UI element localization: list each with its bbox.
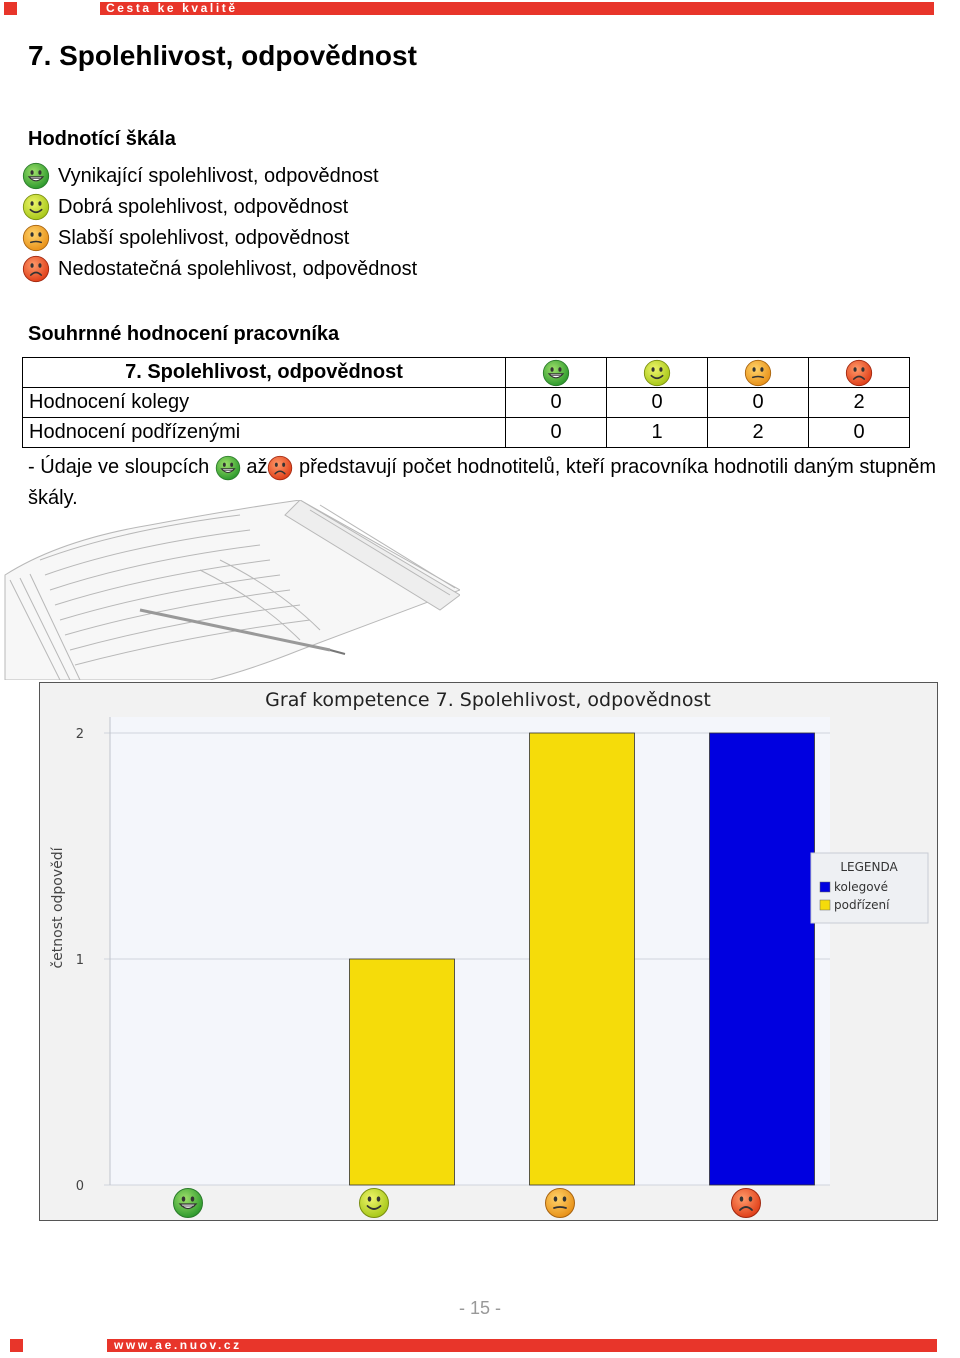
cell-value: 2 [707,417,809,448]
grin-green-smiley-icon [173,1188,203,1218]
bars [349,732,815,1186]
competence-chart: 0 1 2 Graf kompetence 7. Spolehlivost, odp… [39,682,938,1221]
table-note: - Údaje ve sloupcích až představují poče… [28,452,948,514]
y-tick-label: 0 [76,1179,84,1194]
row-label: Hodnocení kolegy [22,387,506,418]
table-title: 7. Spolehlivost, odpovědnost [22,357,506,388]
chart-canvas: 0 1 2 Graf kompetence 7. Spolehlivost, odp… [50,689,929,1218]
footer-bar [107,1339,937,1352]
grin-green-smiley-icon [215,455,241,481]
summary-heading: Souhrnné hodnocení pracovníka [28,323,340,345]
scale-item-label: Vynikající spolehlivost, odpovědnost [58,164,379,187]
sad-red-smiley-icon [731,1188,761,1218]
y-tick-label: 1 [76,953,84,968]
legend-title: LEGENDA [840,860,898,874]
x-category-icons [173,1188,761,1218]
grin-green-smiley-icon [542,359,570,387]
table-header-row: 7. Spolehlivost, odpovědnost [22,357,910,388]
y-tick-labels: 0 1 2 [76,727,84,1194]
scale-item-label: Slabší spolehlivost, odpovědnost [58,226,350,249]
bar-podrizeni-3 [529,732,635,1186]
neutral-orange-smiley-icon [545,1188,575,1218]
neutral-orange-smiley-icon [22,224,50,252]
scale-item-insufficient: Nedostatečná spolehlivost, odpovědnost [22,255,417,283]
header-text: Cesta ke kvalitě [106,1,238,15]
header-bar [100,2,934,15]
row-label: Hodnocení podřízenými [22,417,506,448]
scale-item-weak: Slabší spolehlivost, odpovědnost [22,224,349,252]
scale-item-good: Dobrá spolehlivost, odpovědnost [22,193,348,221]
bar-kolegove-4 [709,732,815,1186]
chart-title: Graf kompetence 7. Spolehlivost, odpověd… [265,689,711,711]
y-tick-label: 2 [76,727,84,742]
header-square [4,2,17,15]
grin-green-smiley-icon [22,162,50,190]
note-middle: až [246,456,268,478]
legend-label-kolegove: kolegové [834,880,888,894]
footer-text: www.ae.nuov.cz [114,1338,242,1352]
cell-value: 0 [808,417,910,448]
cell-value: 0 [707,387,809,418]
legend-swatch-podrizeni [819,899,831,911]
bar-podrizeni-2 [349,958,455,1186]
scale-heading: Hodnotící škála [28,128,176,150]
table-row: Hodnocení podřízenými 0 1 2 0 [22,417,910,448]
note-before: - Údaje ve sloupcích [28,456,210,478]
page-number: - 15 - [458,1298,501,1318]
cell-value: 2 [808,387,910,418]
neutral-orange-smiley-icon [744,359,772,387]
page-title: 7. Spolehlivost, odpovědnost [28,40,417,71]
scale-item-label: Nedostatečná spolehlivost, odpovědnost [58,257,418,280]
cell-value: 0 [606,387,708,418]
summary-table: 7. Spolehlivost, odpovědnost Hodnocení k… [22,357,910,448]
sad-red-smiley-icon [845,359,873,387]
chart-legend: LEGENDA kolegové podřízení [810,852,929,924]
note-after: představují počet hodnotitelů, kteří pra… [28,456,937,509]
y-axis-label: četnost odpovědí [50,846,66,968]
legend-swatch-kolegove [819,881,831,893]
legend-box [810,852,929,924]
cell-value: 0 [505,387,607,418]
sad-red-smiley-icon [267,455,293,481]
smile-yellowgreen-smiley-icon [359,1188,389,1218]
footer-square [10,1339,23,1352]
cell-value: 1 [606,417,708,448]
scale-item-label: Dobrá spolehlivost, odpovědnost [58,195,349,218]
cell-value: 0 [505,417,607,448]
sad-red-smiley-icon [22,255,50,283]
smile-yellowgreen-smiley-icon [22,193,50,221]
table-row: Hodnocení kolegy 0 0 0 2 [22,387,910,418]
legend-label-podrizeni: podřízení [834,898,890,912]
smile-yellowgreen-smiley-icon [643,359,671,387]
grid-lines [104,717,830,1186]
notebook-sketch-illustration [4,500,460,680]
scale-item-excellent: Vynikající spolehlivost, odpovědnost [22,162,379,190]
